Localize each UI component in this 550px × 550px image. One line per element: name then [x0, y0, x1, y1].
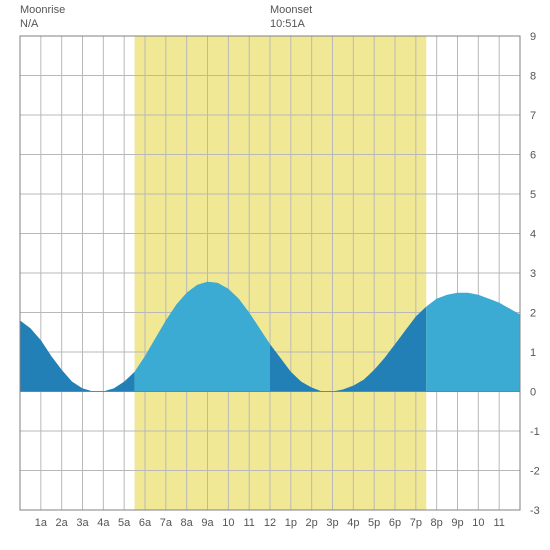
x-tick-label: 2a: [56, 517, 69, 529]
x-tick-label: 7a: [160, 517, 173, 529]
tide-chart-svg: 1a2a3a4a5a6a7a8a9a1011121p2p3p4p5p6p7p8p…: [0, 0, 550, 550]
tide-segment: [426, 293, 520, 392]
moonrise-block: Moonrise N/A: [20, 3, 65, 32]
x-tick-label: 5p: [368, 517, 380, 529]
x-tick-label: 9p: [451, 517, 463, 529]
x-tick-label: 7p: [410, 517, 422, 529]
y-tick-label: 2: [530, 308, 536, 320]
x-tick-label: 4a: [97, 517, 110, 529]
grid: [20, 36, 520, 510]
x-tick-label: 8a: [181, 517, 194, 529]
x-tick-label: 1p: [285, 517, 297, 529]
y-tick-label: 0: [530, 387, 536, 399]
tide-chart-container: Moonrise N/A Moonset 10:51A 1a 2a 3a 4a 5a 6a…: [0, 0, 550, 550]
y-tick-label: 9: [530, 31, 536, 43]
x-tick-label: 10: [222, 517, 234, 529]
x-tick-label: 3a: [76, 517, 89, 529]
y-tick-label: 3: [530, 268, 536, 280]
y-tick-label: 5: [530, 189, 536, 201]
x-tick-label: 5a: [118, 517, 131, 529]
x-tick-label: 2p: [306, 517, 318, 529]
y-tick-label: 4: [530, 229, 536, 241]
x-tick-label: 4p: [347, 517, 359, 529]
x-tick-label: 12: [264, 517, 276, 529]
x-tick-label: 10: [472, 517, 484, 529]
y-tick-label: -1: [530, 426, 540, 438]
moonrise-label: Moonrise: [20, 3, 65, 17]
x-tick-label: 6a: [139, 517, 152, 529]
moonset-value: 10:51A: [270, 17, 312, 31]
y-tick-label: 1: [530, 347, 536, 359]
x-tick-label: 6p: [389, 517, 401, 529]
x-tick-label: 1a: [35, 517, 48, 529]
y-tick-label: 8: [530, 71, 536, 83]
x-tick-label: 11: [243, 517, 254, 529]
tide-segment: [20, 320, 135, 391]
y-tick-label: 7: [530, 110, 536, 122]
y-tick-label: 6: [530, 150, 536, 162]
moonset-label: Moonset: [270, 3, 312, 17]
x-tick-label: 3p: [326, 517, 338, 529]
x-tick-label: 11: [493, 517, 504, 529]
x-tick-label: 8p: [431, 517, 443, 529]
moonrise-value: N/A: [20, 17, 65, 31]
y-tick-label: -3: [530, 505, 540, 517]
y-tick-label: -2: [530, 466, 540, 478]
moonset-block: Moonset 10:51A: [270, 3, 312, 32]
x-tick-label: 9a: [201, 517, 214, 529]
